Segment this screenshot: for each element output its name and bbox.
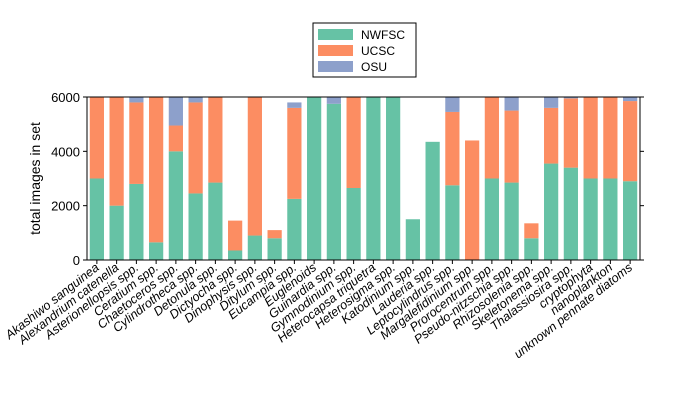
legend-swatch-ucsc bbox=[318, 45, 353, 56]
bar-nwfsc-3 bbox=[149, 242, 164, 260]
bar-ucsc-20 bbox=[484, 97, 499, 179]
bar-nwfsc-17 bbox=[425, 141, 440, 260]
bar-nwfsc-20 bbox=[484, 178, 499, 260]
bar-ucsc-5 bbox=[188, 102, 203, 194]
bar-nwfsc-1 bbox=[109, 205, 124, 260]
bar-ucsc-1 bbox=[109, 97, 124, 206]
bar-nwfsc-22 bbox=[524, 238, 539, 260]
bar-nwfsc-16 bbox=[405, 219, 420, 260]
bar-ucsc-21 bbox=[504, 110, 519, 183]
bar-ucsc-22 bbox=[524, 223, 539, 239]
bar-ucsc-25 bbox=[583, 97, 598, 179]
bar-ucsc-18 bbox=[445, 111, 460, 186]
bar-ucsc-2 bbox=[129, 102, 144, 184]
y-axis-label: total images in set bbox=[27, 122, 43, 235]
bars bbox=[89, 97, 638, 261]
bar-nwfsc-18 bbox=[445, 185, 460, 260]
bar-ucsc-24 bbox=[563, 98, 578, 168]
legend-label-osu: OSU bbox=[361, 60, 387, 74]
plot-frame bbox=[86, 96, 641, 261]
bar-osu-27 bbox=[623, 97, 638, 102]
y-tick-label-2: 4000 bbox=[51, 144, 80, 159]
bar-ucsc-10 bbox=[287, 107, 302, 199]
bar-ucsc-3 bbox=[149, 97, 164, 243]
bar-nwfsc-14 bbox=[366, 97, 381, 260]
legend-swatch-nwfsc bbox=[318, 29, 353, 40]
bar-osu-18 bbox=[445, 97, 460, 112]
bar-nwfsc-8 bbox=[247, 235, 262, 260]
bar-nwfsc-21 bbox=[504, 182, 519, 260]
legend-swatch-osu bbox=[318, 61, 353, 72]
bar-nwfsc-24 bbox=[563, 167, 578, 260]
bar-nwfsc-2 bbox=[129, 183, 144, 260]
bar-ucsc-26 bbox=[603, 97, 618, 179]
bar-ucsc-13 bbox=[346, 97, 361, 189]
bar-nwfsc-9 bbox=[267, 238, 282, 260]
legend: NWFSC UCSC OSU bbox=[312, 22, 417, 78]
bar-osu-5 bbox=[188, 97, 203, 103]
bar-nwfsc-27 bbox=[623, 181, 638, 260]
bar-nwfsc-13 bbox=[346, 188, 361, 260]
bar-nwfsc-26 bbox=[603, 178, 618, 260]
bar-nwfsc-7 bbox=[228, 250, 243, 260]
bar-osu-23 bbox=[544, 97, 559, 108]
bar-ucsc-23 bbox=[544, 107, 559, 164]
y-tick-label-0: 0 bbox=[73, 253, 80, 268]
bar-ucsc-6 bbox=[208, 97, 223, 183]
bar-nwfsc-23 bbox=[544, 163, 559, 260]
bar-nwfsc-5 bbox=[188, 193, 203, 260]
bar-ucsc-9 bbox=[267, 230, 282, 239]
bar-osu-2 bbox=[129, 97, 144, 103]
bar-osu-4 bbox=[168, 97, 183, 126]
y-tick-label-3: 6000 bbox=[51, 90, 80, 105]
bar-nwfsc-11 bbox=[307, 97, 322, 260]
bar-nwfsc-25 bbox=[583, 178, 598, 260]
bar-nwfsc-10 bbox=[287, 198, 302, 260]
bar-ucsc-8 bbox=[247, 97, 262, 236]
legend-label-ucsc: UCSC bbox=[361, 44, 395, 58]
y-tick-label-1: 2000 bbox=[51, 199, 80, 214]
bar-nwfsc-0 bbox=[89, 178, 104, 260]
bar-nwfsc-12 bbox=[326, 103, 341, 261]
bar-nwfsc-6 bbox=[208, 182, 223, 260]
bar-nwfsc-4 bbox=[168, 151, 183, 260]
bar-nwfsc-15 bbox=[386, 97, 401, 260]
bar-osu-24 bbox=[563, 97, 578, 99]
legend-label-nwfsc: NWFSC bbox=[361, 28, 405, 42]
bar-osu-12 bbox=[326, 97, 341, 104]
bar-osu-10 bbox=[287, 102, 302, 108]
bar-osu-21 bbox=[504, 97, 519, 111]
bar-ucsc-27 bbox=[623, 101, 638, 182]
bar-ucsc-0 bbox=[89, 97, 104, 179]
bar-ucsc-4 bbox=[168, 125, 183, 152]
bar-ucsc-19 bbox=[465, 140, 480, 260]
bar-ucsc-7 bbox=[228, 220, 243, 251]
